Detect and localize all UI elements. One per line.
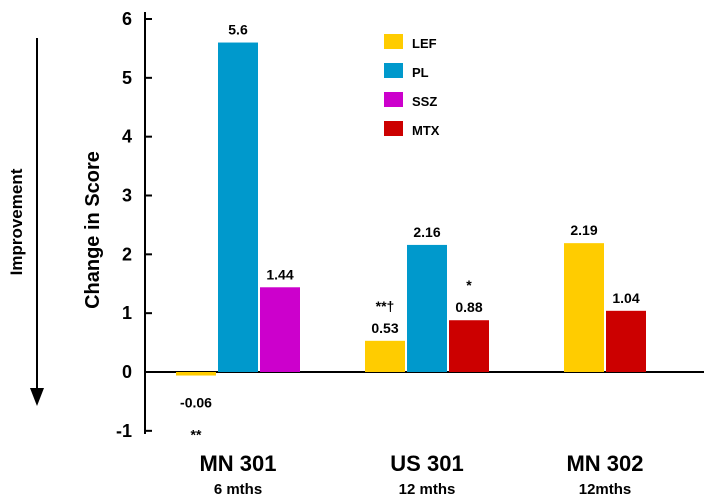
legend: LEF PL SSZ MTX bbox=[384, 34, 440, 138]
legend-swatch-mtx bbox=[384, 121, 403, 136]
bar-value-label: 1.04 bbox=[612, 290, 639, 306]
y-tick-label: 5 bbox=[122, 68, 132, 88]
bars bbox=[176, 42, 646, 376]
group-sublabel: 12 mths bbox=[399, 481, 456, 498]
bar-annotation: **† bbox=[376, 298, 395, 314]
improvement-label: Improvement bbox=[7, 168, 26, 275]
group-label: US 301 bbox=[390, 451, 463, 476]
bar-value-label: 2.19 bbox=[570, 222, 597, 238]
y-tick-label: -1 bbox=[116, 421, 132, 441]
legend-swatch-pl bbox=[384, 63, 403, 78]
legend-label: MTX bbox=[412, 123, 440, 138]
legend-label: PL bbox=[412, 65, 429, 80]
y-tick-label: 0 bbox=[122, 362, 132, 382]
y-ticks: -1 0 1 2 3 4 5 6 bbox=[116, 9, 152, 441]
group-labels: MN 301 6 mths US 301 12 mths MN 302 12mths bbox=[199, 451, 643, 498]
bar-value-label: 0.53 bbox=[371, 320, 398, 336]
bar-value-label: 2.16 bbox=[413, 224, 440, 240]
bar-value-label: 0.88 bbox=[455, 299, 482, 315]
bar-lef bbox=[176, 372, 216, 376]
group-sublabel: 6 mths bbox=[214, 481, 262, 498]
legend-label: SSZ bbox=[412, 94, 437, 109]
bar-pl bbox=[407, 244, 447, 372]
y-tick-label: 2 bbox=[122, 244, 132, 264]
bar-value-label: 5.6 bbox=[228, 22, 248, 38]
y-tick-label: 4 bbox=[122, 127, 132, 147]
bar-annotation: ** bbox=[191, 427, 202, 443]
improvement-arrow-head bbox=[30, 388, 44, 406]
group-label: MN 301 bbox=[199, 451, 276, 476]
improvement-indicator: Improvement bbox=[7, 38, 44, 406]
bar-mtx bbox=[606, 310, 646, 372]
group-label: MN 302 bbox=[566, 451, 643, 476]
bar-value-label: -0.06 bbox=[180, 395, 212, 411]
group-sublabel: 12mths bbox=[579, 481, 632, 498]
legend-label: LEF bbox=[412, 36, 437, 51]
bar-lef bbox=[365, 340, 405, 372]
y-tick-label: 1 bbox=[122, 303, 132, 323]
y-tick-label: 6 bbox=[122, 9, 132, 29]
y-axis-label: Change in Score bbox=[82, 151, 104, 309]
bar-labels: -0.06 ** 5.6 1.44 0.53 **† 2.16 0.88 * 2.19 1.04 bbox=[180, 22, 640, 443]
bar-lef bbox=[564, 243, 604, 372]
legend-swatch-ssz bbox=[384, 92, 403, 107]
bar-pl bbox=[218, 42, 258, 373]
bar-mtx bbox=[449, 320, 489, 372]
bar-annotation: * bbox=[466, 277, 472, 293]
legend-swatch-lef bbox=[384, 34, 403, 49]
bar-ssz bbox=[260, 287, 300, 372]
y-tick-label: 3 bbox=[122, 186, 132, 206]
bar-value-label: 1.44 bbox=[266, 266, 293, 282]
